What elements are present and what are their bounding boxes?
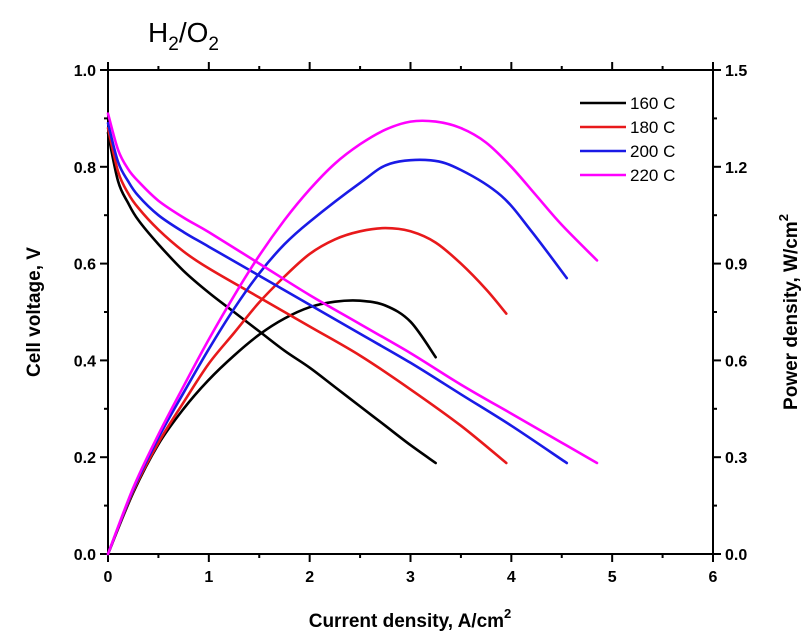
- y-axis-title: Cell voltage, V: [24, 247, 45, 377]
- y2-tick-label: 0.3: [725, 450, 747, 467]
- power-line-220-c: [106, 119, 599, 556]
- y2-tick-label: 0.9: [725, 257, 747, 274]
- y-tick-label: 0.6: [74, 257, 96, 274]
- title-sub2: 2: [208, 34, 219, 55]
- plot-frame: [107, 69, 714, 555]
- y-tick-label: 1.0: [74, 63, 96, 80]
- x-tick-label: 3: [406, 569, 415, 586]
- x-tick-label: 6: [709, 569, 718, 586]
- y-tick-label: 0.8: [74, 160, 96, 177]
- x-tick-label: 0: [104, 569, 113, 586]
- legend-label-160-c: 160 C: [630, 94, 675, 113]
- voltage-line-180-c: [106, 126, 508, 465]
- y2-axis-title-sup: 2: [776, 214, 791, 221]
- x-tick-label: 1: [204, 569, 213, 586]
- y2-tick-label: 1.2: [725, 160, 747, 177]
- legend-label-180-c: 180 C: [630, 118, 675, 137]
- y2-axis-title: Power density, W/cm2: [776, 214, 802, 410]
- y-tick-label: 0.2: [74, 450, 96, 467]
- legend-label-220-c: 220 C: [630, 166, 675, 185]
- title-sep: /O: [179, 17, 209, 48]
- power-line-200-c: [106, 158, 569, 556]
- x-tick-label: 4: [507, 569, 516, 586]
- y2-tick-label: 0.0: [725, 547, 747, 564]
- x-axis-title-sup: 2: [504, 606, 511, 621]
- x-axis-title: Current density, A/cm2: [309, 606, 512, 632]
- y-axis-ticks: 0.0 0.2 0.4 0.6 0.8 1.0: [74, 63, 108, 564]
- x-axis-title-text: Current density, A/cm: [309, 611, 504, 632]
- x-axis-ticks: 0 1 2 3 4 5 6: [104, 62, 718, 586]
- y2-tick-label: 1.5: [725, 63, 747, 80]
- legend-label-200-c: 200 C: [630, 142, 675, 161]
- y-tick-label: 0.0: [74, 547, 96, 564]
- power-line-180-c: [106, 226, 508, 556]
- voltage-line-200-c: [106, 121, 569, 465]
- y2-axis-title-text: Power density, W/cm: [781, 221, 802, 410]
- series-lines: [106, 112, 599, 556]
- x-tick-label: 2: [305, 569, 314, 586]
- voltage-line-160-c: [106, 131, 437, 465]
- title-main: H: [148, 17, 168, 48]
- y2-axis-ticks: 0.0 0.3 0.6 0.9 1.2 1.5: [713, 63, 747, 564]
- y2-tick-label: 0.6: [725, 353, 747, 370]
- x-tick-label: 5: [608, 569, 617, 586]
- chart-title: H2/O2: [148, 17, 219, 55]
- legend: 160 C 180 C 200 C 220 C: [580, 94, 675, 185]
- title-sub1: 2: [168, 34, 179, 55]
- voltage-line-220-c: [106, 112, 599, 465]
- y-tick-label: 0.4: [74, 353, 96, 370]
